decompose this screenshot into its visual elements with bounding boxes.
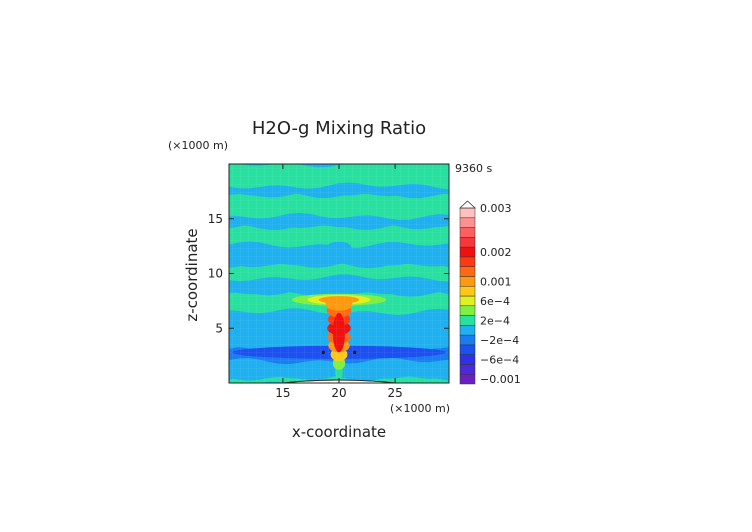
x-tick-label: 15	[275, 386, 290, 400]
colorbar-swatch	[459, 344, 476, 355]
colorbar-label: 0.001	[480, 275, 512, 288]
colorbar-swatch	[459, 285, 476, 297]
colorbar-label: −2e−4	[480, 334, 519, 347]
time-label: 9360 s	[455, 162, 492, 175]
colorbar-overflow-triangle	[458, 200, 477, 209]
colorbar-swatch	[459, 305, 476, 316]
colorbar-swatch	[459, 334, 476, 346]
x-axis-label: x-coordinate	[292, 423, 386, 441]
y-axis-unit: (×1000 m)	[168, 139, 228, 152]
colorbar-label: −0.001	[480, 373, 521, 386]
heatmap-grid-overlay	[229, 164, 449, 383]
colorbar-swatch	[459, 207, 476, 219]
colorbar-swatch	[459, 217, 476, 228]
colorbar-swatch	[459, 325, 476, 336]
chart-title: H2O-g Mixing Ratio	[252, 118, 426, 139]
colorbar-swatch	[459, 246, 476, 258]
x-axis-ticks: 15 20 25	[275, 164, 403, 400]
x-tick-label: 20	[331, 386, 346, 400]
y-tick-label: 15	[208, 212, 223, 226]
colorbar-label: 2e−4	[480, 314, 510, 327]
y-tick-label: 5	[215, 321, 223, 335]
colorbar-swatch	[459, 295, 476, 307]
colorbar-swatch	[459, 266, 476, 277]
y-axis-label: z-coordinate	[183, 228, 201, 321]
colorbar: −0.001 −6e−4 −2e−4 2e−4 6e−4 0.001 0.002 0.003	[458, 200, 521, 386]
colorbar-label: 6e−4	[480, 295, 510, 308]
colorbar-swatch	[459, 354, 476, 365]
x-tick-label: 25	[387, 386, 402, 400]
colorbar-label: 0.003	[480, 202, 512, 215]
colorbar-swatch	[459, 276, 476, 287]
colorbar-swatch	[459, 315, 476, 326]
y-tick-label: 10	[208, 267, 223, 281]
y-axis-ticks: 5 10 15	[208, 212, 449, 335]
colorbar-swatch	[459, 256, 476, 267]
x-axis-unit: (×1000 m)	[390, 402, 450, 415]
colorbar-swatch	[459, 364, 476, 375]
heatmap-plot-area	[229, 164, 449, 383]
colorbar-label: 0.002	[480, 246, 512, 259]
colorbar-swatch	[459, 237, 476, 248]
colorbar-label: −6e−4	[480, 354, 519, 367]
colorbar-swatch	[459, 227, 476, 238]
colorbar-swatch	[459, 373, 476, 385]
